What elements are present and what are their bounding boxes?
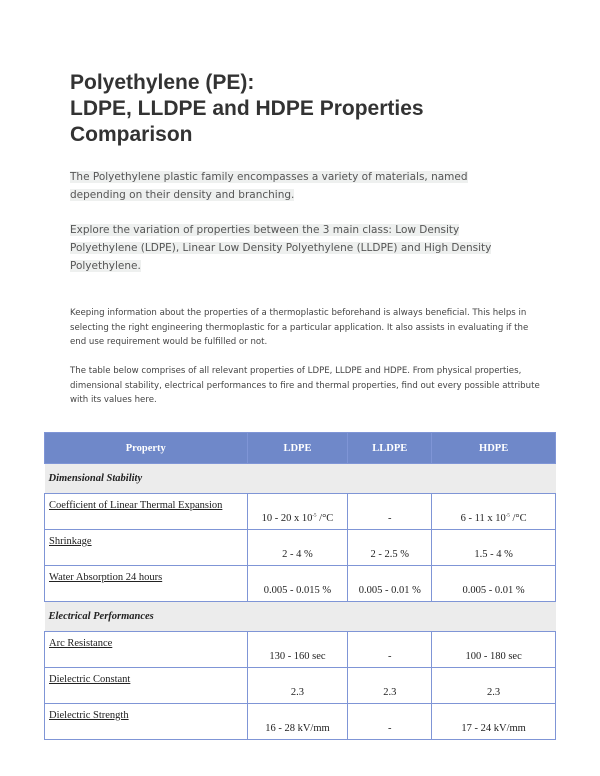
lldpe-value: - — [347, 493, 433, 530]
intro-paragraph-2: Explore the variation of properties betw… — [70, 224, 492, 272]
page-title: Polyethylene (PE): LDPE, LLDPE and HDPE P… — [70, 71, 424, 146]
property-link[interactable]: Dielectric Constant — [44, 667, 248, 704]
body-paragraph-2: The table below comprises of all relevan… — [70, 366, 540, 405]
table-row: Water Absorption 24 hours 0.005 - 0.015 %… — [44, 565, 556, 602]
section-row: Dimensional Stability — [44, 463, 556, 494]
ldpe-value: 2 - 4 % — [246, 529, 349, 566]
hdpe-value: 6 - 11 x 10-5 /°C — [431, 493, 556, 530]
hdpe-value: 2.3 — [431, 667, 556, 704]
hdpe-value: 100 - 180 sec — [431, 631, 556, 668]
lldpe-value: 0.005 - 0.01 % — [347, 565, 433, 602]
hdpe-value: 1.5 - 4 % — [431, 529, 556, 566]
section-title: Electrical Performances — [44, 601, 556, 632]
properties-table: Property LDPE LLDPE HDPE Dimensional Stabili… — [44, 432, 556, 740]
body-paragraph-1: Keeping information about the properties… — [70, 308, 529, 347]
lldpe-value: 2 - 2.5 % — [347, 529, 433, 566]
section-title: Dimensional Stability — [44, 463, 556, 494]
table-row: Coefficient of Linear Thermal Expansion 1… — [44, 493, 556, 530]
property-link[interactable]: Shrinkage — [44, 529, 248, 566]
table-row: Arc Resistance 130 - 160 sec -100 - 180 se… — [44, 631, 556, 668]
ldpe-value: 130 - 160 sec — [246, 631, 349, 668]
property-link[interactable]: Water Absorption 24 hours — [44, 565, 248, 602]
column-header: LDPE — [246, 432, 349, 464]
table-row: Shrinkage 2 - 4 % 2 - 2.5 % 1.5 - 4 % — [44, 529, 556, 566]
hdpe-value: 17 - 24 kV/mm — [431, 703, 556, 740]
column-header: HDPE — [431, 432, 556, 464]
lldpe-value: - — [347, 631, 433, 668]
ldpe-value: 10 - 20 x 10-5 /°C — [246, 493, 349, 530]
intro-paragraph-1: The Polyethylene plastic family encompas… — [70, 171, 468, 201]
lldpe-value: - — [347, 703, 433, 740]
property-link[interactable]: Dielectric Strength — [44, 703, 248, 740]
ldpe-value: 0.005 - 0.015 % — [246, 565, 349, 602]
property-link[interactable]: Coefficient of Linear Thermal Expansion — [44, 493, 248, 530]
table-row: Dielectric Strength 16 - 28 kV/mm -17 - 24… — [44, 703, 556, 740]
lldpe-value: 2.3 — [347, 667, 433, 704]
property-link[interactable]: Arc Resistance — [44, 631, 248, 668]
column-header: Property — [44, 432, 248, 464]
table-row: Dielectric Constant 2.3 2.3 2.3 — [44, 667, 556, 704]
ldpe-value: 2.3 — [246, 667, 349, 704]
column-header: LLDPE — [347, 432, 433, 464]
ldpe-value: 16 - 28 kV/mm — [246, 703, 349, 740]
hdpe-value: 0.005 - 0.01 % — [431, 565, 556, 602]
section-row: Electrical Performances — [44, 601, 556, 632]
table-header-row: Property LDPE LLDPE HDPE — [44, 432, 556, 464]
